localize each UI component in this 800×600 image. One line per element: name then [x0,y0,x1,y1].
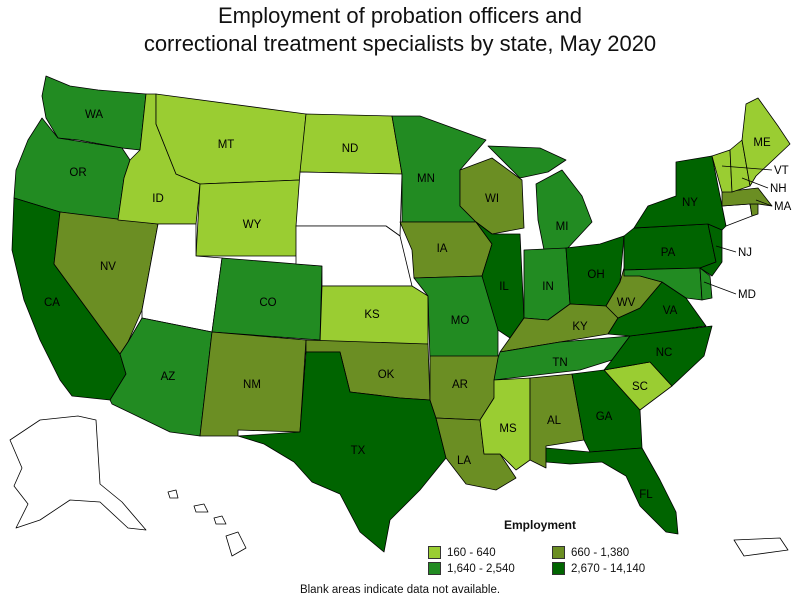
label-VA: VA [663,305,678,317]
label-OR: OR [69,167,86,179]
label-SC: SC [632,381,648,393]
label-NY: NY [682,197,698,209]
legend-item-c1: 160 - 640 [428,546,496,559]
label-TN: TN [552,357,567,369]
label-WA: WA [85,109,103,121]
state-TX[interactable] [237,351,447,553]
leader-lines [703,165,773,295]
title-line-1: Employment of probation officers and [217,3,583,28]
legend-label-c2: 660 - 1,380 [571,546,630,559]
label-MN: MN [417,173,435,185]
state-DE[interactable] [699,267,713,301]
state-NY[interactable] [633,155,727,231]
label-KS: KS [364,309,380,321]
label-TX: TX [351,445,366,457]
label-MT: MT [218,139,235,151]
label-ME: ME [753,137,771,149]
legend-label-c3: 1,640 - 2,540 [447,562,515,575]
label-WV: WV [617,297,636,309]
label-WI: WI [485,193,499,205]
label-WY: WY [243,219,262,231]
legend-swatch-c4 [552,562,565,575]
label-AL: AL [547,415,562,427]
state-WI[interactable] [459,157,525,235]
legend-item-c3: 1,640 - 2,540 [428,562,515,575]
state-PR[interactable] [733,537,789,557]
state-CT[interactable] [721,203,753,227]
legend-title: Employment [504,518,577,532]
state-MI[interactable] [487,145,593,251]
label-ID: ID [152,193,164,205]
label-CO: CO [259,297,276,309]
label-AZ: AZ [161,371,176,383]
legend-swatch-c1 [428,546,441,559]
label-LA: LA [457,455,471,467]
label-NV: NV [100,261,116,273]
label-MD: MD [738,289,756,301]
label-IA: IA [437,243,448,255]
state-labels: WA OR CA NV ID MT WY AZ CO NM ND KS OK T… [44,109,792,501]
label-MA: MA [774,201,792,213]
legend-item-c2: 660 - 1,380 [552,546,629,559]
title-line-2: correctional treatment specialists by st… [143,31,657,56]
label-NJ: NJ [738,247,752,259]
label-VT: VT [774,165,789,177]
label-PA: PA [661,247,676,259]
legend-label-c1: 160 - 640 [447,546,496,559]
state-AK[interactable] [9,415,147,531]
label-IN: IN [542,281,554,293]
state-HI[interactable] [167,489,247,557]
label-KY: KY [572,321,588,333]
legend-label-c4: 2,670 - 14,140 [571,562,646,575]
state-ME[interactable] [741,97,791,187]
legend: Employment 160 - 640 660 - 1,380 1,640 -… [428,518,668,578]
legend-swatch-c3 [428,562,441,575]
state-KS[interactable] [319,285,429,345]
label-NC: NC [656,347,673,359]
label-FL: FL [639,489,653,501]
legend-swatch-c2 [552,546,565,559]
state-WY[interactable] [195,179,301,257]
label-MO: MO [451,315,470,327]
legend-item-c4: 2,670 - 14,140 [552,562,645,575]
footnote: Blank areas indicate data not available. [299,584,501,596]
label-MS: MS [499,423,517,435]
label-MI: MI [556,221,569,233]
label-GA: GA [596,411,613,423]
label-OH: OH [587,269,604,281]
label-AR: AR [452,379,468,391]
label-ND: ND [342,143,359,155]
label-OK: OK [378,369,395,381]
state-FL[interactable] [545,447,679,535]
label-IL: IL [499,281,509,293]
label-CA: CA [44,297,60,309]
label-NM: NM [243,379,261,391]
label-NH: NH [770,183,787,195]
map-title: Employment of probation officers and cor… [0,2,800,58]
